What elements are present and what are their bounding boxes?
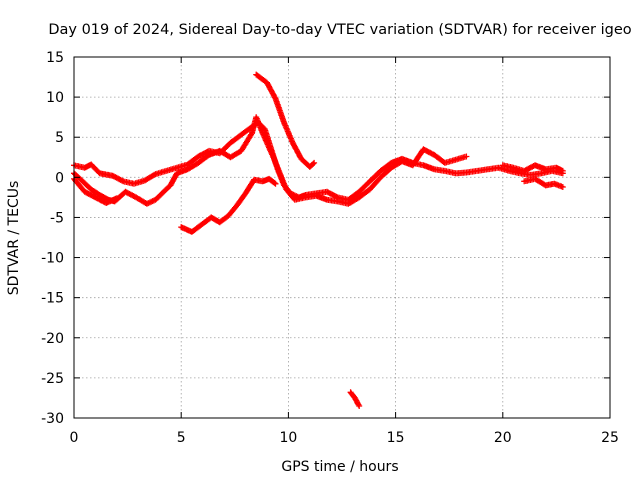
series-trace-a — [71, 119, 566, 203]
series-trace-g — [499, 162, 566, 174]
grid-lines — [74, 57, 610, 418]
chart-title: Day 019 of 2024, Sidereal Day-to-day VTE… — [48, 22, 631, 38]
point-markers — [521, 175, 566, 190]
x-tick-label: 0 — [70, 430, 79, 446]
data-points — [71, 71, 566, 409]
x-axis-label: GPS time / hours — [281, 459, 398, 475]
y-tick-labels: -30 -25 -20 -15 -10 -5 0 5 10 15 — [41, 50, 64, 427]
series-trace-h — [521, 175, 566, 190]
y-tick-label: 10 — [46, 90, 64, 106]
y-tick-label: -15 — [41, 291, 64, 307]
point-markers — [347, 389, 363, 409]
x-tick-label: 25 — [601, 430, 619, 446]
x-tick-label: 15 — [387, 430, 405, 446]
x-tick-label: 10 — [279, 430, 297, 446]
y-tick-label: -30 — [41, 411, 64, 427]
point-markers — [178, 175, 279, 235]
axis-ticks — [73, 56, 611, 419]
point-markers — [253, 71, 318, 170]
series-trace-d — [178, 175, 279, 235]
y-axis-label: SDTVAR / TECUs — [6, 181, 22, 296]
point-markers — [71, 119, 566, 203]
y-tick-label: -10 — [41, 251, 64, 267]
series-trace-e — [253, 71, 318, 170]
x-tick-labels: 0 5 10 15 20 25 — [70, 430, 619, 446]
x-tick-label: 20 — [494, 430, 512, 446]
series-trace-f — [347, 389, 363, 409]
plot-frame — [73, 56, 611, 419]
x-tick-label: 5 — [177, 430, 186, 446]
point-markers — [499, 162, 566, 174]
y-tick-label: -25 — [41, 371, 64, 387]
y-tick-label: -5 — [50, 210, 64, 226]
y-tick-label: 5 — [55, 130, 64, 146]
y-tick-label: 15 — [46, 50, 64, 66]
y-tick-label: 0 — [55, 170, 64, 186]
y-tick-label: -20 — [41, 331, 64, 347]
